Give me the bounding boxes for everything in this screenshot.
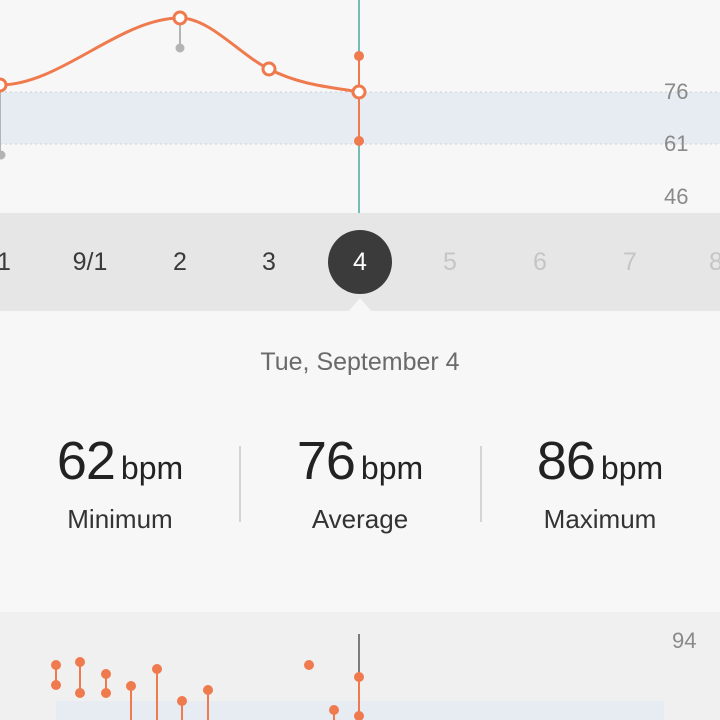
- date-item-9-1[interactable]: 9/1: [72, 248, 108, 276]
- y-axis-tick-76: 76: [664, 79, 689, 104]
- reading-point-2a: [75, 657, 85, 667]
- reading-point-6: [177, 696, 187, 706]
- average-unit: bpm: [360, 450, 424, 486]
- reading-point-4: [126, 681, 136, 691]
- reading-point-10a: [354, 672, 364, 682]
- selection-pointer: [349, 298, 371, 311]
- maximum-unit: bpm: [600, 450, 664, 486]
- reading-point-2b: [75, 688, 85, 698]
- average-value: 76: [296, 431, 356, 491]
- date-item-8[interactable]: 8: [709, 248, 720, 276]
- average-point-3[interactable]: [261, 61, 277, 77]
- date-item-1[interactable]: 1: [0, 248, 11, 276]
- average-trend-line: [0, 16, 360, 94]
- day-max-point-4: [354, 51, 364, 61]
- y-axis-tick-61: 61: [664, 131, 689, 156]
- day-min-point-4: [354, 136, 364, 146]
- date-item-2[interactable]: 2: [173, 248, 187, 276]
- maximum-label: Maximum: [543, 504, 657, 534]
- reading-point-3b: [101, 688, 111, 698]
- stat-divider-1: [239, 446, 241, 522]
- average-point-1[interactable]: [0, 77, 8, 93]
- minimum-unit: bpm: [120, 450, 184, 486]
- reading-point-5: [152, 664, 162, 674]
- reading-point-10b: [354, 711, 364, 720]
- date-item-4-selected[interactable]: 4: [328, 230, 392, 294]
- date-item-7[interactable]: 7: [623, 248, 637, 276]
- reading-point-1b: [51, 680, 61, 690]
- average-point-2[interactable]: [172, 10, 188, 26]
- intraday-chart-svg: [51, 634, 664, 720]
- stat-average: 76 bpm Average: [240, 430, 480, 535]
- date-item-6[interactable]: 6: [533, 248, 547, 276]
- selected-date-title: Tue, September 4: [260, 348, 460, 376]
- daily-heart-rate-chart[interactable]: 76 61 46: [0, 0, 720, 213]
- reading-point-3a: [101, 669, 111, 679]
- date-selector-strip[interactable]: 1 9/1 2 3 4 5 6 7 8: [0, 213, 720, 311]
- day-min-point-1: [0, 150, 6, 160]
- date-item-3[interactable]: 3: [262, 248, 276, 276]
- stat-divider-2: [480, 446, 482, 522]
- stat-maximum: 86 bpm Maximum: [480, 430, 720, 535]
- maximum-value: 86: [536, 431, 596, 491]
- minimum-value: 62: [56, 431, 116, 491]
- date-item-5[interactable]: 5: [443, 248, 457, 276]
- minimum-label: Minimum: [67, 504, 173, 534]
- average-point-4[interactable]: [351, 84, 367, 100]
- y-axis-tick-46: 46: [664, 184, 689, 209]
- reading-point-1a: [51, 660, 61, 670]
- daily-chart-svg: [0, 0, 720, 213]
- stat-minimum: 62 bpm Minimum: [0, 430, 240, 535]
- average-label: Average: [311, 504, 409, 534]
- day-min-point-2: [175, 43, 185, 53]
- intraday-heart-rate-chart[interactable]: 94: [0, 612, 720, 720]
- reading-point-7: [203, 685, 213, 695]
- intraday-y-axis-tick-94: 94: [672, 628, 697, 653]
- reading-point-8: [304, 660, 314, 670]
- reading-point-9: [329, 705, 339, 715]
